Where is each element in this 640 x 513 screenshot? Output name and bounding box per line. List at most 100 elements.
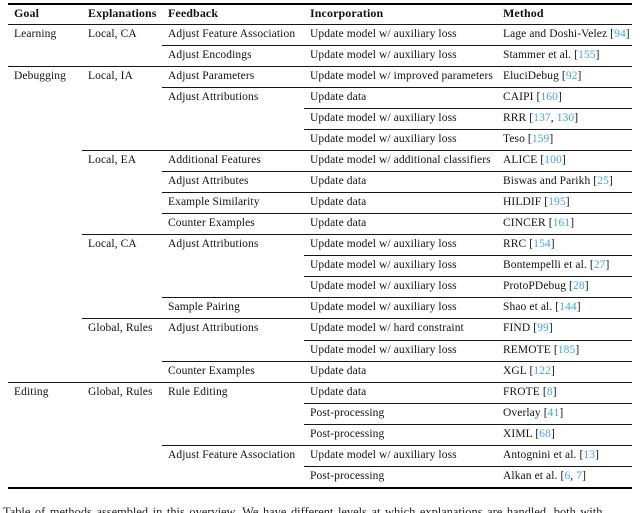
table-row: Update model w/ auxiliary loss REMOTE [18…	[0, 340, 640, 361]
table-row: Editing Global, Rules Rule Editing Update d…	[0, 382, 640, 403]
cell-method: Shao et al. [144]	[503, 301, 581, 314]
cell-method: CAIPI [160]	[503, 90, 562, 103]
cell-incorporation: Update model w/ auxiliary loss	[310, 280, 457, 293]
cell-method: Bontempelli et al. [27]	[503, 259, 610, 272]
citation-ref[interactable]: 41	[547, 406, 560, 419]
table-row: Local, CA Adjust Attributions Update model…	[0, 234, 640, 255]
cell-feedback: Additional Features	[168, 153, 261, 166]
row-separator-rule	[304, 255, 632, 257]
cell-incorporation: Update model w/ auxiliary loss	[310, 259, 457, 272]
cell-incorporation: Update model w/ additional classifiers	[310, 153, 491, 166]
citation-ref[interactable]: 28	[572, 280, 585, 293]
cell-goal: Debugging	[14, 69, 67, 82]
cell-method: Overlay [41]	[503, 406, 564, 419]
cell-incorporation: Post-processing	[310, 427, 385, 440]
cell-feedback: Rule Editing	[168, 385, 228, 398]
row-separator-rule	[162, 192, 632, 194]
citation-ref[interactable]: 8	[546, 385, 553, 398]
cell-method: Lage and Doshi-Velez [94]	[503, 27, 630, 40]
cell-method: Antognini et al. [13]	[503, 448, 600, 461]
cell-method: HILDIF [195]	[503, 196, 570, 209]
row-separator-rule	[162, 213, 632, 215]
citation-ref[interactable]: 154	[533, 238, 551, 251]
table-row: Learning Local, CA Adjust Feature Associat…	[0, 24, 640, 45]
cell-incorporation: Update model w/ auxiliary loss	[310, 238, 457, 251]
citation-ref[interactable]: 161	[552, 217, 571, 230]
citation-ref[interactable]: 13	[583, 448, 596, 461]
row-separator-rule	[82, 234, 632, 236]
table-row: Update model w/ auxiliary loss Bontempell…	[0, 255, 640, 276]
citation-ref[interactable]: 155	[578, 48, 596, 61]
cell-incorporation: Update model w/ auxiliary loss	[310, 448, 457, 461]
citation-ref[interactable]: 100	[544, 153, 562, 166]
cell-incorporation: Update model w/ hard constraint	[310, 322, 464, 335]
cell-feedback: Adjust Attributions	[168, 238, 259, 251]
row-separator-rule	[162, 44, 632, 46]
row-separator-rule	[8, 381, 632, 383]
cell-feedback: Example Similarity	[168, 196, 260, 209]
cell-method: EluciDebug [92]	[503, 69, 582, 82]
table-row: Sample Pairing Update model w/ auxiliary …	[0, 297, 640, 318]
citation-ref[interactable]: 94	[614, 27, 626, 40]
table-row: Debugging Local, IA Adjust Parameters Updat…	[0, 66, 640, 87]
cell-feedback: Adjust Feature Association	[168, 27, 296, 40]
table-row: Example Similarity Update data HILDIF [195…	[0, 192, 640, 213]
cell-incorporation: Update data	[310, 174, 367, 187]
table-row: Adjust Feature Association Update model w…	[0, 445, 640, 466]
table-row: Post-processing XIML [68]	[0, 424, 640, 445]
citation-ref[interactable]: 144	[559, 301, 577, 314]
cell-feedback: Adjust Attributions	[168, 90, 259, 103]
citation-ref[interactable]: 185	[557, 343, 576, 356]
row-separator-rule	[8, 65, 632, 67]
cell-incorporation: Update data	[310, 385, 367, 398]
table-row: Adjust Encodings Update model w/ auxiliar…	[0, 45, 640, 66]
cell-method: FROTE [8]	[503, 385, 557, 398]
cell-feedback: Adjust Attributions	[168, 322, 259, 335]
citation-ref[interactable]: 27	[593, 259, 606, 272]
citation-ref[interactable]: 68	[539, 427, 551, 440]
row-separator-rule	[304, 128, 632, 130]
row-separator-rule	[162, 444, 632, 446]
row-separator-rule	[304, 402, 632, 404]
citation-ref[interactable]: 122	[533, 364, 551, 377]
citation-ref[interactable]: 7	[576, 469, 583, 482]
cell-method: XGL [122]	[503, 364, 555, 377]
cell-incorporation: Post-processing	[310, 469, 385, 482]
cell-incorporation: Update data	[310, 90, 367, 103]
citation-ref[interactable]: 160	[540, 90, 558, 103]
cell-goal: Learning	[14, 27, 57, 40]
cell-method: Stammer et al. [155]	[503, 48, 600, 61]
cell-explanations: Global, Rules	[88, 322, 153, 335]
row-separator-rule	[304, 107, 632, 109]
cell-explanations: Global, Rules	[88, 385, 153, 398]
table-row: Global, Rules Adjust Attributions Update m…	[0, 318, 640, 339]
row-separator-rule	[82, 149, 632, 151]
cell-feedback: Adjust Encodings	[168, 48, 252, 61]
cell-incorporation: Update model w/ auxiliary loss	[310, 27, 457, 40]
column-header-goal: Goal	[14, 6, 40, 20]
citation-ref[interactable]: 137	[533, 111, 551, 124]
cell-incorporation: Update model w/ auxiliary loss	[310, 111, 457, 124]
table-row: Adjust Attributions Update data CAIPI [160…	[0, 87, 640, 108]
cell-incorporation: Update data	[310, 217, 367, 230]
cell-explanations: Local, CA	[88, 238, 137, 251]
citation-ref[interactable]: 25	[597, 174, 609, 187]
table-row: Counter Examples Update data XGL [122]	[0, 361, 640, 382]
row-separator-rule	[304, 465, 632, 467]
table-row: Post-processing Overlay [41]	[0, 403, 640, 424]
column-header-feedback: Feedback	[168, 6, 219, 20]
column-header-method: Method	[503, 6, 544, 20]
cell-method: XIML [68]	[503, 427, 555, 440]
citation-ref[interactable]: 195	[548, 196, 566, 209]
cell-incorporation: Update model w/ auxiliary loss	[310, 343, 457, 356]
citation-ref[interactable]: 99	[537, 322, 549, 335]
cell-explanations: Local, CA	[88, 27, 137, 40]
citation-ref[interactable]: 92	[565, 69, 578, 82]
citation-ref[interactable]: 159	[531, 132, 550, 145]
column-header-incorporation: Incorporation	[310, 6, 384, 20]
cell-method: CINCER [161]	[503, 217, 575, 230]
citation-ref[interactable]: 6	[564, 469, 571, 482]
cell-incorporation: Update model w/ auxiliary loss	[310, 301, 457, 314]
citation-ref[interactable]: 130	[556, 111, 575, 124]
